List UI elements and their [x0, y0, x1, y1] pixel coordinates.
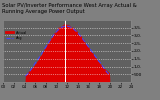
Text: Solar PV/Inverter Performance West Array Actual & Running Average Power Output: Solar PV/Inverter Performance West Array… — [2, 3, 136, 14]
Legend: Actual, Avg: Actual, Avg — [5, 29, 29, 42]
